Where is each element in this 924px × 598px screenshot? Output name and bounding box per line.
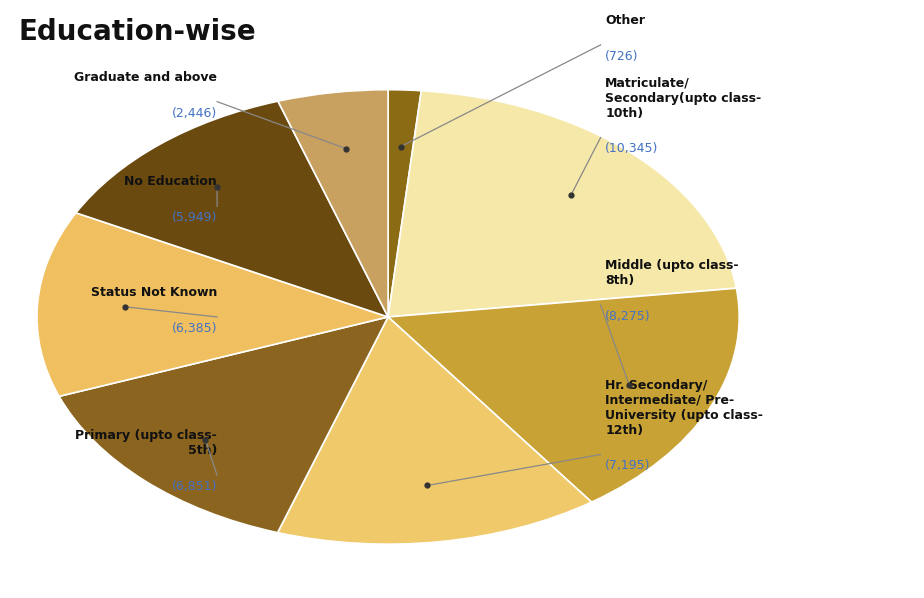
Text: Matriculate/
Secondary(upto class-
10th): Matriculate/ Secondary(upto class- 10th) xyxy=(605,77,761,120)
Wedge shape xyxy=(388,288,739,502)
Text: No Education: No Education xyxy=(125,175,217,188)
Text: Other: Other xyxy=(605,14,645,27)
Wedge shape xyxy=(388,91,736,317)
Text: (10,345): (10,345) xyxy=(605,142,659,155)
Text: Education-wise: Education-wise xyxy=(18,18,256,46)
Text: Status Not Known: Status Not Known xyxy=(91,286,217,299)
Text: (5,949): (5,949) xyxy=(172,211,217,224)
Wedge shape xyxy=(277,317,591,544)
Text: (8,275): (8,275) xyxy=(605,310,650,323)
Wedge shape xyxy=(37,213,388,396)
Text: Middle (upto class-
8th): Middle (upto class- 8th) xyxy=(605,259,738,287)
Text: Primary (upto class-
5th): Primary (upto class- 5th) xyxy=(76,429,217,457)
Text: Graduate and above: Graduate and above xyxy=(74,71,217,84)
Text: (6,385): (6,385) xyxy=(172,322,217,335)
Text: Hr. Secondary/
Intermediate/ Pre-
University (upto class-
12th): Hr. Secondary/ Intermediate/ Pre- Univer… xyxy=(605,379,763,437)
Wedge shape xyxy=(59,317,388,533)
Text: (6,851): (6,851) xyxy=(172,480,217,493)
Text: (7,195): (7,195) xyxy=(605,459,650,472)
Text: (726): (726) xyxy=(605,50,638,63)
Text: (2,446): (2,446) xyxy=(172,106,217,120)
Wedge shape xyxy=(388,90,421,317)
Wedge shape xyxy=(278,90,388,317)
Wedge shape xyxy=(76,101,388,317)
